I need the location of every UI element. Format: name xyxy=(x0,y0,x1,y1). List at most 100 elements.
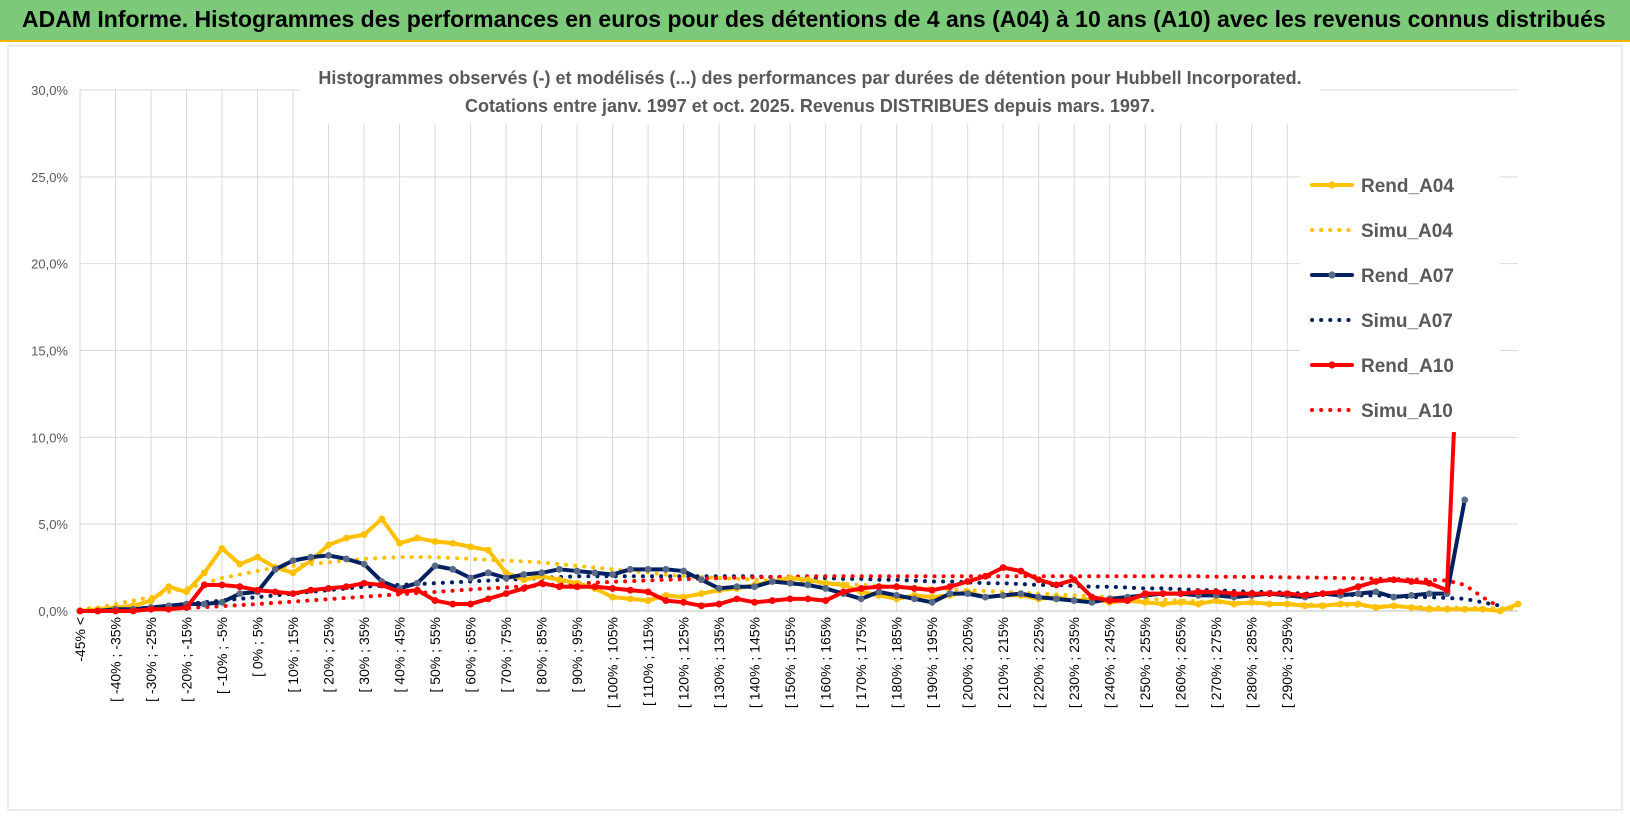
data-point-Rend_A10 xyxy=(413,586,421,594)
data-point-Rend_A10 xyxy=(875,583,883,591)
legend-label: Simu_A04 xyxy=(1361,221,1453,242)
data-point-Rend_A07 xyxy=(271,565,279,573)
data-point-Rend_A07 xyxy=(467,574,474,582)
x-tick-label: [ 170% ; 175% xyxy=(853,617,869,708)
data-point-Rend_A07 xyxy=(822,585,830,592)
data-point-Rend_A10 xyxy=(1212,588,1220,596)
x-tick-label: [ 10% ; 15% xyxy=(285,617,301,693)
data-point-Rend_A07 xyxy=(289,557,297,565)
legend-label: Rend_A10 xyxy=(1361,356,1454,377)
data-point-Rend_A04 xyxy=(1248,598,1256,606)
data-point-Rend_A04 xyxy=(200,569,208,577)
data-point-Rend_A10 xyxy=(1319,590,1327,598)
data-point-Rend_A07 xyxy=(982,593,989,601)
x-tick-label: [ 160% ; 165% xyxy=(818,617,834,708)
x-tick-label: [ 290% ; 295% xyxy=(1279,617,1295,708)
x-tick-label: -45% < xyxy=(72,617,88,662)
data-point-Rend_A07 xyxy=(626,565,634,573)
data-point-Rend_A07 xyxy=(538,569,545,577)
data-point-Rend_A10 xyxy=(715,600,723,608)
data-point-Rend_A10 xyxy=(662,597,670,604)
data-point-Rend_A04 xyxy=(413,534,421,542)
data-point-Rend_A10 xyxy=(786,595,794,603)
data-point-Rend_A04 xyxy=(449,539,457,547)
data-point-Rend_A07 xyxy=(786,579,794,587)
data-point-Rend_A07 xyxy=(1035,593,1043,601)
data-point-Rend_A04 xyxy=(1301,602,1309,610)
data-point-Rend_A10 xyxy=(183,604,190,611)
data-point-Rend_A10 xyxy=(94,607,102,615)
x-tick-label: [ 210% ; 215% xyxy=(995,617,1011,708)
x-tick-label: [ 30% ; 35% xyxy=(356,617,372,693)
data-point-Rend_A10 xyxy=(1266,590,1273,598)
data-point-Rend_A10 xyxy=(449,600,457,608)
data-point-Rend_A07 xyxy=(1053,595,1060,603)
data-point-Rend_A04 xyxy=(1319,602,1327,610)
x-tick-label: [ 270% ; 275% xyxy=(1208,617,1224,708)
data-point-Rend_A04 xyxy=(431,538,439,545)
data-point-Rend_A04 xyxy=(378,515,386,523)
data-point-Rend_A10 xyxy=(946,583,954,591)
x-tick-label: [ 180% ; 185% xyxy=(889,617,905,708)
data-point-Rend_A07 xyxy=(573,567,581,575)
data-point-Rend_A10 xyxy=(964,578,972,585)
data-point-Rend_A04 xyxy=(626,595,634,603)
chart-area: 0,0% 5,0% 10,0% 15,0% 20,0% 25,0% 30,0% -45% < [… xyxy=(0,44,1630,815)
data-point-Rend_A04 xyxy=(1461,605,1469,613)
data-point-Rend_A10 xyxy=(1283,590,1291,598)
x-tick-label: [ 20% ; 25% xyxy=(321,617,337,693)
data-point-Rend_A10 xyxy=(1070,576,1078,584)
data-point-Rend_A07 xyxy=(502,574,510,582)
data-point-Rend_A10 xyxy=(289,590,297,598)
data-point-Rend_A10 xyxy=(1230,590,1238,598)
x-tick-label: [ 90% ; 95% xyxy=(569,617,585,693)
data-point-Rend_A04 xyxy=(1212,597,1220,604)
data-point-Rend_A10 xyxy=(626,586,634,594)
data-point-Rend_A10 xyxy=(893,583,901,591)
x-tick-label: [ -20% ; -15% xyxy=(179,617,195,702)
data-point-Rend_A10 xyxy=(697,602,705,610)
data-point-Rend_A10 xyxy=(680,598,688,606)
data-point-Rend_A10 xyxy=(733,595,741,603)
data-point-Rend_A07 xyxy=(609,571,616,578)
data-point-Rend_A04 xyxy=(839,581,847,589)
x-tick-label: [ 220% ; 225% xyxy=(1031,617,1047,708)
data-point-Rend_A04 xyxy=(165,583,173,591)
data-point-Rend_A10 xyxy=(1425,579,1433,587)
data-point-Rend_A07 xyxy=(1390,593,1398,601)
y-tick-label: 15,0% xyxy=(31,344,68,359)
data-point-Rend_A10 xyxy=(1159,590,1167,598)
data-point-Rend_A07 xyxy=(804,581,812,589)
banner-title: ADAM Informe. Histogrammes des performan… xyxy=(22,6,1606,32)
x-tick-label: [ 130% ; 135% xyxy=(711,617,727,708)
chart-title: Histogrammes observés (-) et modélisés (… xyxy=(318,68,1301,88)
data-point-Rend_A10 xyxy=(271,588,279,596)
data-point-Rend_A04 xyxy=(555,576,563,584)
data-point-Rend_A04 xyxy=(484,546,492,554)
y-tick-label: 20,0% xyxy=(31,257,68,272)
y-tick-label: 10,0% xyxy=(31,430,68,445)
data-point-Rend_A07 xyxy=(1461,496,1469,504)
data-point-Rend_A10 xyxy=(538,579,545,587)
data-point-Rend_A10 xyxy=(573,583,581,591)
x-tick-label: [ 110% ; 115% xyxy=(640,617,656,706)
chart: 0,0% 5,0% 10,0% 15,0% 20,0% 25,0% 30,0% -45% < [… xyxy=(7,45,1623,811)
data-point-Rend_A07 xyxy=(715,585,723,592)
data-point-Rend_A07 xyxy=(431,562,439,570)
data-point-Rend_A04 xyxy=(680,593,688,601)
data-point-Rend_A07 xyxy=(1088,598,1096,606)
data-point-Rend_A04 xyxy=(1496,607,1504,615)
x-tick-label: [ 150% ; 155% xyxy=(782,617,798,708)
x-tick-label: [ 40% ; 45% xyxy=(392,617,408,693)
y-tick-label: 30,0% xyxy=(31,83,68,98)
data-point-Rend_A10 xyxy=(1017,567,1025,575)
data-point-Rend_A10 xyxy=(147,605,155,613)
y-tick-label: 0,0% xyxy=(38,604,68,619)
data-point-Rend_A04 xyxy=(804,576,812,584)
data-point-Rend_A10 xyxy=(644,588,652,596)
x-tick-label: [ 70% ; 75% xyxy=(498,617,514,693)
x-tick-label: [ -30% ; -25% xyxy=(143,617,159,702)
x-tick-label: [ 80% ; 85% xyxy=(534,617,550,693)
data-point-Rend_A10 xyxy=(857,585,865,592)
data-point-Rend_A04 xyxy=(928,593,936,601)
